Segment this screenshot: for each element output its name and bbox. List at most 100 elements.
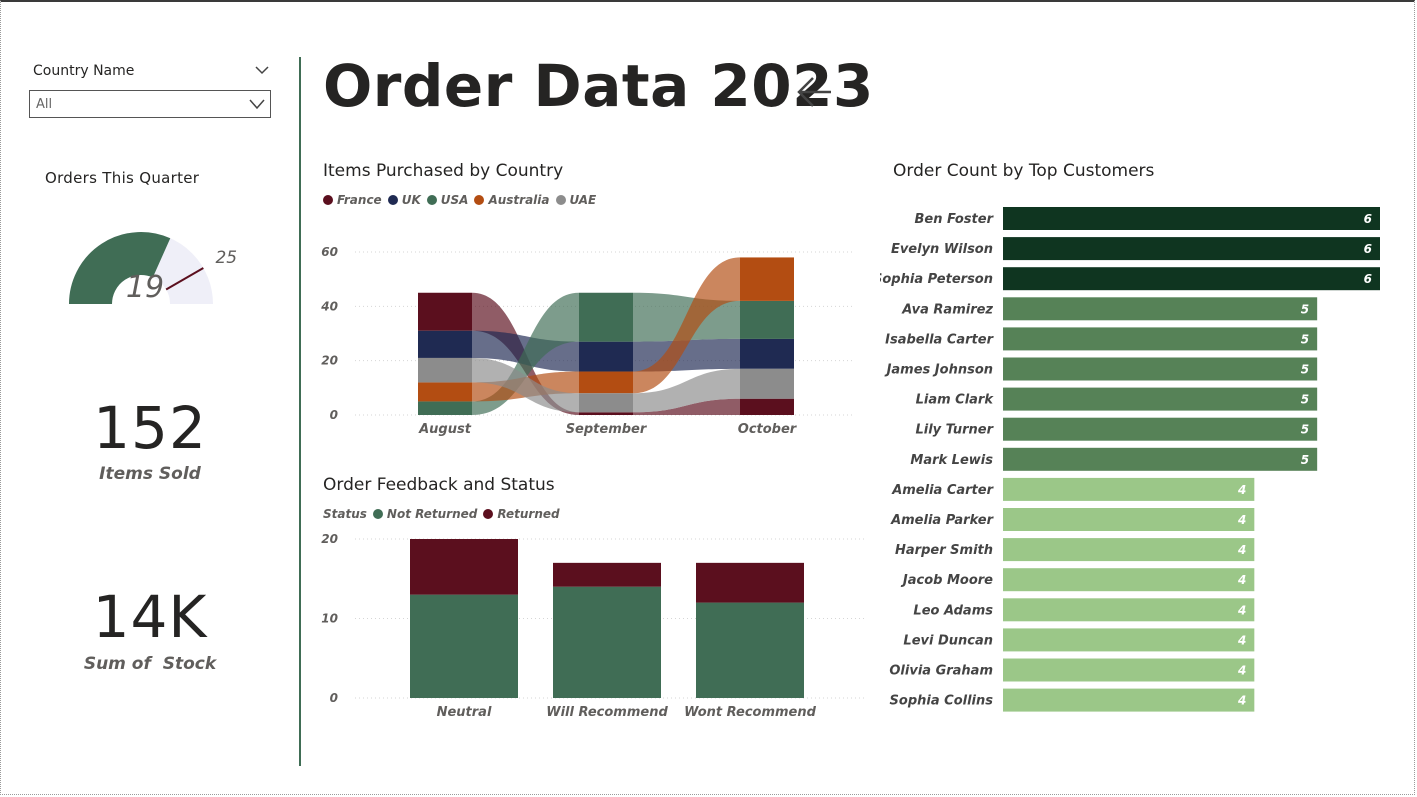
legend-item-usa[interactable]: USA	[426, 193, 468, 207]
customer-bar[interactable]	[1003, 477, 1255, 501]
customer-name: Leo Adams	[913, 603, 993, 618]
ribbon-segment-uae[interactable]	[418, 357, 472, 383]
bar-not-returned[interactable]	[410, 594, 518, 698]
customer-bar[interactable]	[1003, 508, 1255, 531]
bar-value-label: 4	[1237, 694, 1246, 708]
customer-bar[interactable]	[1003, 357, 1318, 381]
ribbon-australia[interactable]	[633, 257, 740, 394]
ribbon-segment-uae[interactable]	[579, 393, 633, 413]
bar-returned[interactable]	[553, 562, 661, 587]
bar-value-label: 4	[1237, 633, 1246, 647]
bar-value-label: 5	[1301, 423, 1309, 437]
ribbon-segment-uk[interactable]	[579, 341, 633, 372]
customer-name: Olivia Graham	[889, 664, 993, 679]
bar-value-label: 4	[1237, 483, 1246, 497]
ribbon-segment-uk[interactable]	[740, 338, 794, 369]
customer-bar[interactable]	[1003, 447, 1318, 471]
ribbon-segment-australia[interactable]	[579, 371, 633, 394]
customer-bar[interactable]	[1003, 688, 1255, 712]
customer-bar[interactable]	[1003, 297, 1318, 321]
y-tick-label: 20	[321, 532, 338, 546]
bar-value-label: 5	[1301, 393, 1309, 407]
customer-bar[interactable]	[1003, 207, 1380, 230]
legend-item-france[interactable]: France	[323, 193, 382, 207]
legend-dot	[474, 195, 485, 205]
ribbon-segment-france[interactable]	[740, 398, 794, 415]
ribbon-france[interactable]	[633, 398, 740, 415]
feedback-chart-title: Order Feedback and Status	[323, 475, 555, 495]
legend-dot	[372, 509, 383, 519]
bar-returned[interactable]	[410, 539, 518, 595]
customer-name: Ben Foster	[915, 212, 995, 227]
stock-label: Sum of Stock	[83, 654, 217, 674]
ribbon-uae[interactable]	[472, 357, 579, 413]
x-tick-label: October	[738, 422, 798, 437]
ribbon-segment-usa[interactable]	[740, 300, 794, 339]
ribbon-segment-france[interactable]	[418, 292, 472, 331]
bar-not-returned[interactable]	[553, 586, 661, 698]
ribbon-legend: France UK USA Australia UAE	[323, 193, 602, 207]
customer-bar[interactable]	[1003, 387, 1318, 411]
legend-dot	[323, 195, 333, 205]
vertical-divider	[299, 57, 301, 766]
stock-value: 14K	[92, 583, 208, 651]
ribbon-segment-australia[interactable]	[418, 382, 472, 402]
dropdown-value: All	[36, 97, 53, 112]
country-dropdown[interactable]: All	[29, 90, 271, 118]
customer-name: Jacob Moore	[900, 573, 993, 588]
legend-dot	[387, 195, 398, 205]
customer-bar[interactable]	[1003, 628, 1255, 652]
customer-name: Isabella Carter	[885, 332, 994, 347]
ribbons	[472, 257, 740, 415]
left-arrow-icon[interactable]	[795, 72, 835, 112]
customer-name: James Johnson	[884, 363, 993, 378]
chevron-down-icon[interactable]	[254, 62, 270, 78]
legend-label: France	[337, 193, 382, 207]
bar-value-label: 5	[1301, 363, 1309, 377]
customer-bar[interactable]	[1003, 267, 1380, 291]
ribbon-uae[interactable]	[633, 368, 740, 413]
bar-value-label: 5	[1301, 453, 1309, 467]
customer-name: Liam Clark	[916, 393, 995, 408]
ribbon-segment-uk[interactable]	[418, 330, 472, 358]
feedback-legend: Status Not Returned Returned	[323, 507, 566, 521]
bar-not-returned[interactable]	[696, 602, 804, 698]
legend-item-australia[interactable]: Australia	[474, 193, 550, 207]
legend-item-returned[interactable]: Returned	[483, 507, 560, 521]
customer-bar[interactable]	[1003, 538, 1255, 562]
customer-bar[interactable]	[1003, 327, 1318, 351]
customers-chart: Ben Foster 6 Evelyn Wilson 6 Sophia Peterson…	[880, 207, 1380, 712]
ribbon-chart-title: Items Purchased by Country	[323, 161, 564, 181]
customer-bar[interactable]	[1003, 598, 1255, 622]
customer-name: Amelia Carter	[891, 483, 994, 498]
customer-name: Ava Ramirez	[901, 302, 993, 317]
customer-bar[interactable]	[1003, 417, 1318, 441]
bar-value-label: 5	[1301, 332, 1309, 346]
gauge-target-label: 25	[215, 248, 237, 268]
legend-dot	[426, 195, 437, 205]
legend-item-uae[interactable]: UAE	[555, 193, 597, 207]
legend-label: Returned	[497, 507, 560, 521]
gauge-fill	[69, 232, 171, 306]
x-tick-label: Will Recommend	[546, 705, 668, 720]
customer-bar[interactable]	[1003, 568, 1255, 592]
legend-dot	[555, 195, 566, 205]
bar-returned[interactable]	[696, 562, 804, 603]
legend-label: UAE	[569, 193, 597, 207]
y-tick-label: 0	[330, 691, 338, 705]
y-tick-label: 20	[321, 354, 338, 368]
customer-bar[interactable]	[1003, 237, 1380, 261]
legend-item-uk[interactable]: UK	[387, 193, 421, 207]
ribbon-segment-australia[interactable]	[740, 257, 794, 301]
bar-value-label: 4	[1237, 573, 1246, 587]
ribbon-segment-france[interactable]	[579, 412, 633, 415]
ribbon-segment-usa[interactable]	[418, 401, 472, 415]
ribbon-segment-usa[interactable]	[579, 292, 633, 342]
bar-value-label: 4	[1237, 603, 1246, 617]
ribbon-segment-uae[interactable]	[740, 368, 794, 399]
legend-item-not-returned[interactable]: Not Returned	[372, 507, 477, 521]
customer-bar[interactable]	[1003, 658, 1255, 682]
x-tick-label: Neutral	[437, 705, 492, 720]
ribbon-usa[interactable]	[472, 292, 579, 415]
